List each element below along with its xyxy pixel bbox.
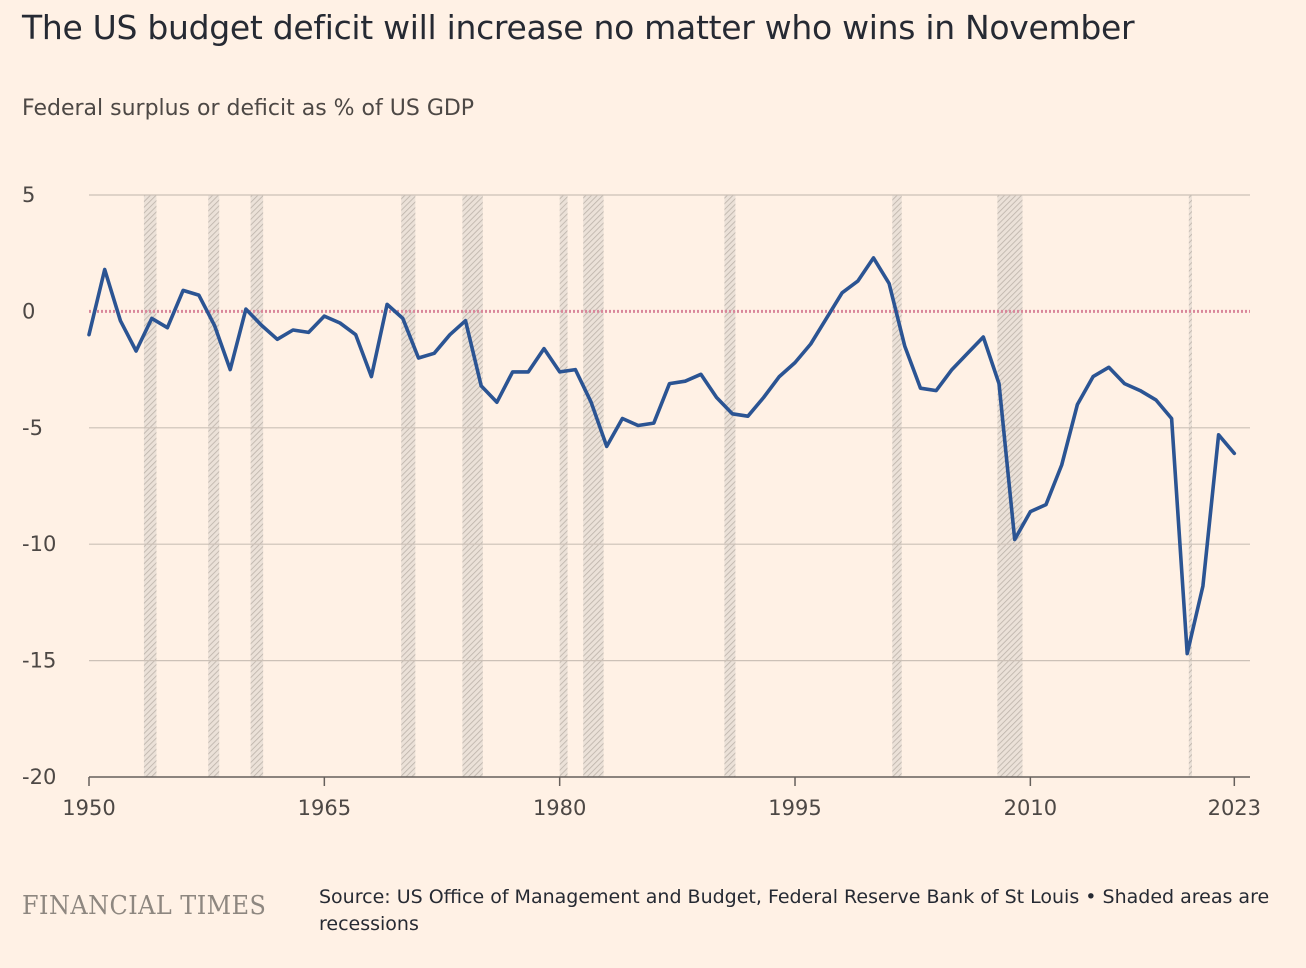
x-tick-label: 1995 bbox=[768, 796, 821, 820]
recession-bands bbox=[143, 195, 1192, 777]
recession-band bbox=[250, 195, 264, 777]
series-line bbox=[87, 256, 1237, 656]
y-tick-label: -10 bbox=[22, 532, 56, 556]
recession-band bbox=[559, 195, 568, 777]
x-tick-label: 1965 bbox=[298, 796, 351, 820]
recession-band bbox=[892, 195, 902, 777]
series-layer bbox=[87, 256, 1237, 656]
source-note: Source: US Office of Management and Budg… bbox=[319, 886, 1270, 935]
chart-title: The US budget deficit will increase no m… bbox=[22, 8, 1135, 47]
chart-subtitle: Federal surplus or deficit as % of US GD… bbox=[22, 96, 475, 121]
y-tick-label: -5 bbox=[22, 416, 43, 440]
recession-band bbox=[143, 195, 157, 777]
recession-band bbox=[401, 195, 416, 777]
x-tick-label: 2023 bbox=[1208, 796, 1261, 820]
y-tick-label: 0 bbox=[22, 299, 35, 323]
y-tick-label: 5 bbox=[22, 183, 35, 207]
recession-band bbox=[724, 195, 736, 777]
y-tick-label: -15 bbox=[22, 649, 56, 673]
x-tick-label: 1950 bbox=[62, 796, 115, 820]
x-tick-label: 2010 bbox=[1004, 796, 1057, 820]
brand-logo: FINANCIAL TIMES bbox=[22, 891, 267, 921]
gridlines bbox=[89, 194, 1250, 662]
recession-band bbox=[1188, 195, 1192, 777]
y-tick-label: -20 bbox=[22, 765, 56, 789]
x-tick-label: 1980 bbox=[533, 796, 586, 820]
recession-band bbox=[583, 195, 604, 777]
recession-band bbox=[462, 195, 483, 777]
recession-band bbox=[208, 195, 220, 777]
